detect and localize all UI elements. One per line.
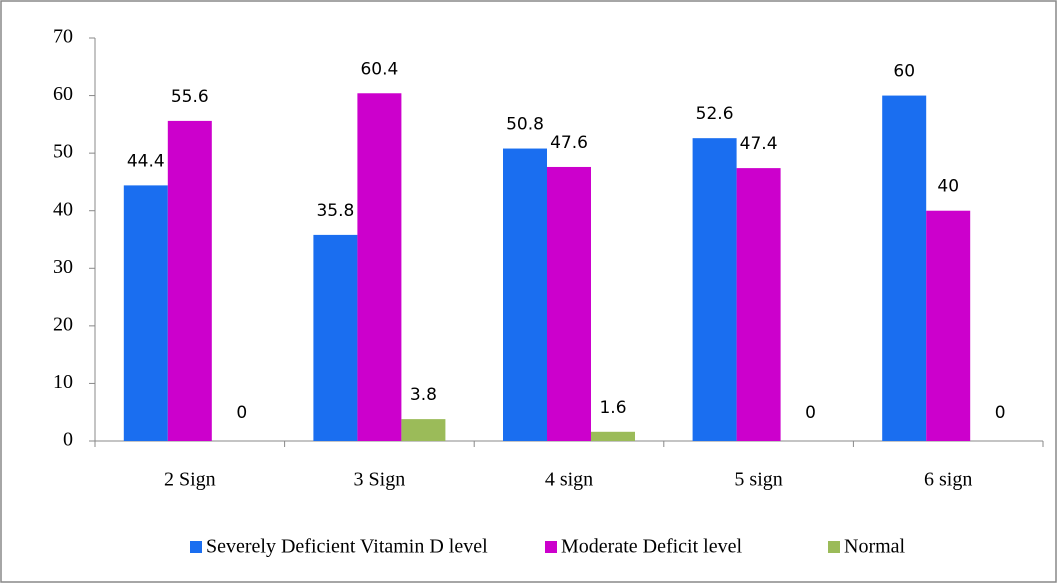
bar [736, 168, 781, 441]
data-label: 40 [937, 177, 959, 197]
y-tick-label: 10 [53, 371, 73, 393]
legend-label: Moderate Deficit level [561, 536, 742, 558]
data-label: 1.6 [599, 398, 626, 418]
legend-label: Normal [844, 536, 906, 558]
bar [167, 120, 212, 441]
legend-label: Severely Deficient Vitamin D level [206, 536, 488, 558]
y-tick-label: 70 [53, 26, 73, 48]
bar [882, 95, 927, 442]
bar [313, 234, 358, 441]
data-label: 47.6 [550, 133, 588, 153]
x-tick-label: 4 sign [545, 469, 593, 491]
legend-swatch [190, 541, 202, 553]
bar [401, 419, 446, 441]
data-label: 50.8 [506, 115, 544, 135]
y-tick-label: 50 [53, 141, 73, 163]
data-label: 47.4 [740, 134, 778, 154]
legend-swatch [545, 541, 557, 553]
y-tick-label: 40 [53, 198, 73, 220]
bar [591, 431, 635, 441]
x-tick-label: 6 sign [924, 469, 972, 491]
y-tick-label: 60 [53, 83, 73, 105]
bar [357, 93, 402, 442]
bar [123, 185, 168, 441]
y-tick-label: 20 [53, 313, 73, 335]
bar [547, 166, 591, 441]
x-tick-label: 2 Sign [164, 469, 216, 491]
data-label: 60.4 [360, 59, 398, 79]
data-label: 0 [236, 403, 247, 423]
data-label: 0 [805, 403, 816, 423]
y-tick-label: 30 [53, 256, 73, 278]
bar [926, 210, 971, 441]
bar [503, 148, 547, 441]
data-label: 60 [893, 62, 915, 82]
data-label: 52.6 [696, 104, 734, 124]
data-label: 44.4 [127, 151, 165, 171]
legend-swatch [828, 541, 840, 553]
x-tick-label: 5 sign [734, 469, 782, 491]
x-tick-label: 3 Sign [354, 469, 406, 491]
bar [692, 138, 737, 441]
data-label: 3.8 [410, 385, 437, 405]
data-label: 35.8 [316, 201, 354, 221]
data-label: 0 [995, 403, 1006, 423]
y-tick-label: 0 [63, 429, 73, 451]
data-label: 55.6 [171, 87, 209, 107]
